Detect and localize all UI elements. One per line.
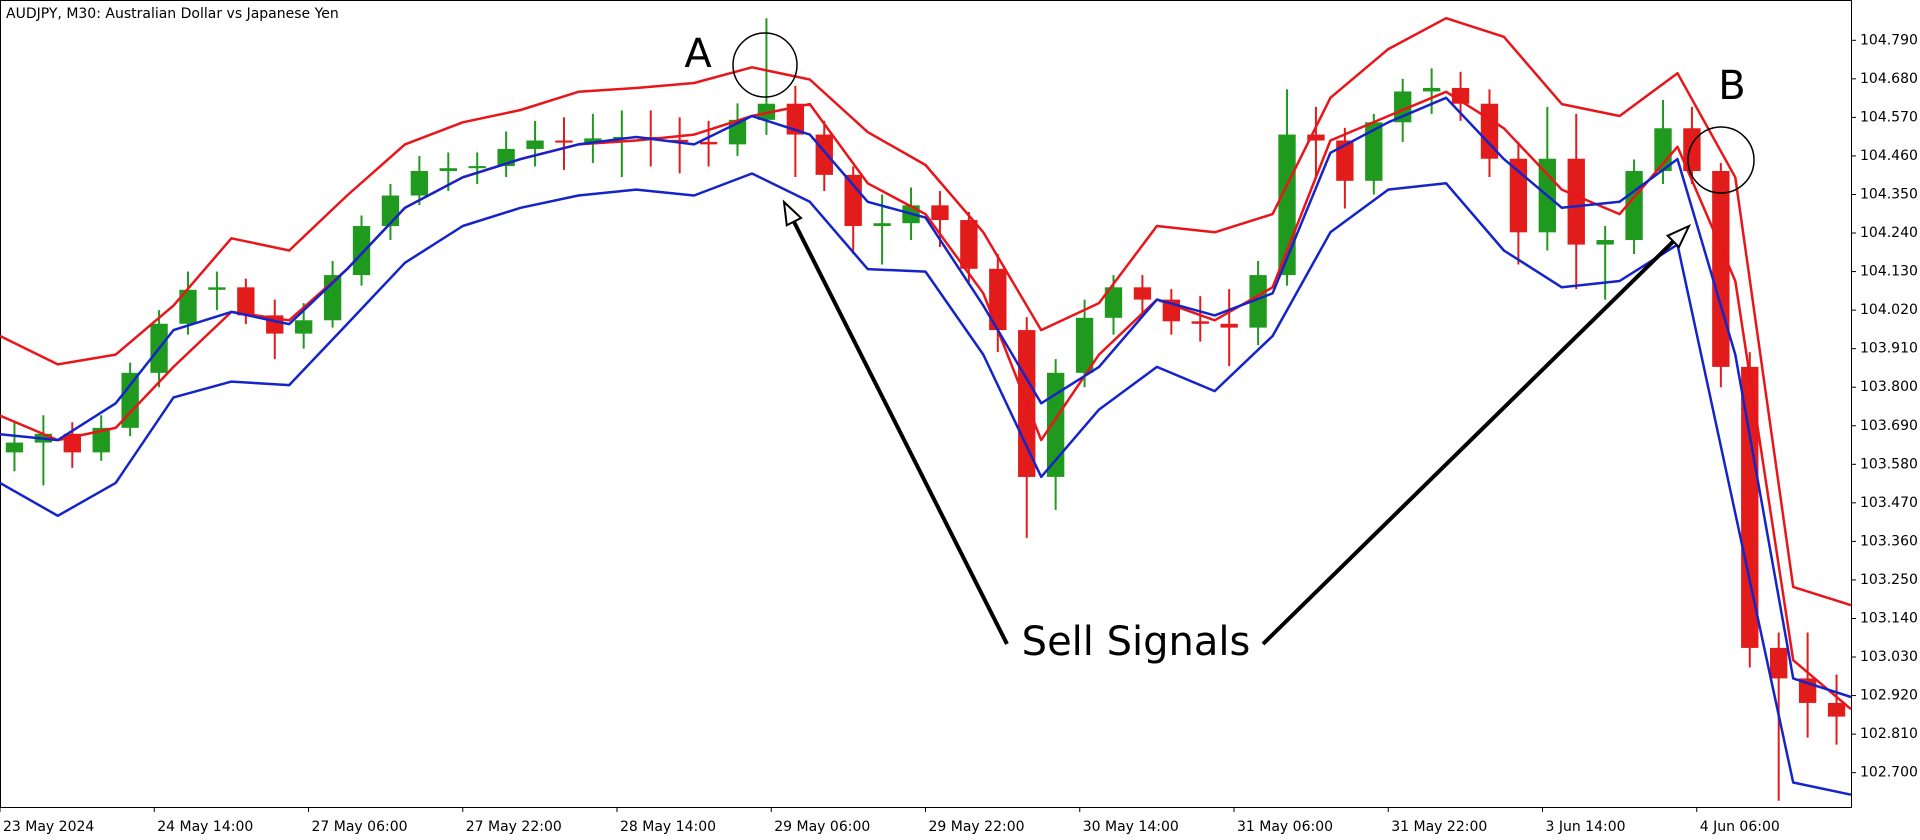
indicator-line — [0, 16, 1852, 607]
y-tick-label: 103.690 — [1860, 418, 1918, 434]
x-tick-label: 29 May 06:00 — [774, 819, 870, 835]
candle-body — [1336, 140, 1354, 181]
candle-body — [1307, 134, 1325, 141]
y-tick-label: 104.790 — [1860, 32, 1918, 48]
arrow-head — [782, 199, 803, 227]
candle-body — [352, 226, 371, 276]
y-tick-label: 104.240 — [1860, 225, 1918, 241]
chart-title: AUDJPY, M30: Australian Dollar vs Japane… — [6, 6, 339, 22]
x-tick-label: 3 Jun 14:00 — [1546, 819, 1626, 835]
indicator-line — [0, 172, 1852, 796]
candle-body — [670, 139, 689, 142]
candle-body — [179, 289, 197, 324]
candle-body — [1191, 321, 1209, 324]
y-tick-label: 102.920 — [1860, 688, 1918, 704]
y-tick-label: 103.910 — [1860, 341, 1918, 357]
candle-body — [555, 140, 573, 143]
candle-body — [786, 103, 805, 135]
y-tick-label: 102.810 — [1860, 726, 1918, 742]
candle-body — [1133, 287, 1152, 300]
y-tick-label: 103.250 — [1860, 572, 1918, 588]
candle-body — [873, 223, 891, 227]
arrow-shaft — [792, 220, 1009, 645]
x-tick-label: 31 May 06:00 — [1237, 819, 1333, 835]
candle-body — [960, 220, 978, 269]
y-tick-label: 103.360 — [1860, 533, 1918, 549]
signal-circle — [1687, 126, 1755, 194]
candle-body — [1075, 317, 1094, 373]
candle-body — [526, 140, 544, 149]
annotation-label: A — [684, 31, 712, 77]
y-tick-label: 103.580 — [1860, 456, 1918, 472]
candle-body — [584, 138, 602, 143]
x-tick-label: 23 May 2024 — [3, 819, 94, 835]
candle-body — [295, 320, 313, 334]
x-tick-label: 28 May 14:00 — [620, 819, 716, 835]
candle-body — [1741, 366, 1759, 648]
candle-body — [1712, 171, 1730, 367]
y-tick-label: 104.350 — [1860, 186, 1918, 202]
candle-body — [1104, 287, 1123, 318]
candle-body — [1509, 158, 1528, 233]
signal-circle — [732, 32, 798, 98]
candle-body — [121, 372, 139, 428]
candle-body — [1249, 275, 1267, 328]
indicator-line — [0, 96, 1852, 699]
x-tick-label: 27 May 22:00 — [466, 819, 562, 835]
y-tick-label: 104.130 — [1860, 264, 1918, 280]
candle-body — [1451, 87, 1470, 104]
annotation-label: B — [1718, 63, 1745, 109]
y-tick-label: 103.470 — [1860, 495, 1918, 511]
candle-body — [1596, 240, 1614, 245]
candle-body — [989, 268, 1007, 331]
candle-body — [208, 287, 226, 290]
candle-body — [1220, 323, 1238, 328]
y-tick-label: 104.460 — [1860, 148, 1918, 164]
y-tick-label: 103.030 — [1860, 649, 1918, 665]
indicator-line — [0, 90, 1852, 711]
y-tick-label: 104.570 — [1860, 109, 1918, 125]
candle-body — [1422, 87, 1441, 92]
candle-body — [1827, 702, 1846, 717]
candle-body — [5, 442, 24, 453]
candle-body — [410, 171, 429, 196]
y-tick-label: 102.700 — [1860, 765, 1918, 781]
candle-body — [1365, 122, 1383, 181]
candle-body — [931, 205, 949, 221]
candle-body — [1770, 647, 1788, 679]
candle-body — [1567, 158, 1585, 245]
x-tick-label: 24 May 14:00 — [157, 819, 253, 835]
candle-body — [237, 287, 255, 316]
candle-body — [1046, 372, 1065, 477]
x-tick-label: 31 May 22:00 — [1391, 819, 1487, 835]
arrow-shaft — [1261, 239, 1675, 646]
candle-body — [844, 174, 862, 227]
annotation-label: Sell Signals — [1022, 619, 1251, 665]
candle-body — [699, 141, 718, 145]
candle-body — [92, 427, 110, 453]
x-tick-label: 30 May 14:00 — [1083, 819, 1179, 835]
y-tick-label: 103.140 — [1860, 610, 1918, 626]
y-tick-label: 103.800 — [1860, 379, 1918, 395]
y-tick-label: 104.020 — [1860, 302, 1918, 318]
x-tick-label: 4 Jun 06:00 — [1700, 819, 1780, 835]
x-tick-label: 27 May 06:00 — [312, 819, 408, 835]
candle-body — [468, 166, 486, 169]
x-tick-label: 29 May 22:00 — [929, 819, 1025, 835]
candle-body — [439, 168, 457, 172]
candle-body — [815, 134, 833, 175]
y-tick-label: 104.680 — [1860, 71, 1918, 87]
arrow-head — [1665, 223, 1692, 249]
